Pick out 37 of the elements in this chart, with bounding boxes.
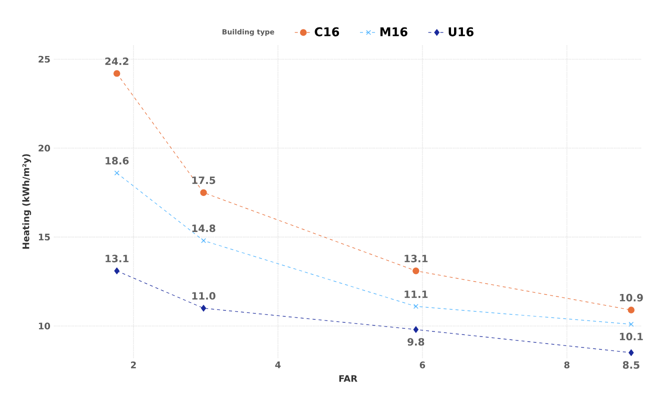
data-label: 11.0 [192,292,216,300]
x-tick-label: 2 [131,362,136,368]
legend-label: U16 [448,27,474,36]
legend-label: C16 [314,27,340,36]
point [413,304,418,309]
y-tick-label: 15 [38,234,50,240]
data-label: 13.1 [404,254,428,262]
data-label: 17.5 [192,176,216,184]
x-tick-label: 8 [564,362,570,368]
x-tick-label: 4 [275,362,281,368]
y-tick-label: 10 [38,322,50,330]
data-label: 14.8 [192,224,216,232]
data-label: 11.1 [404,290,428,298]
point [413,326,419,333]
point [628,322,634,327]
x-tick-label: 6 [420,362,426,368]
data-label: 10.9 [620,294,643,302]
point [200,189,207,196]
y-tick-label: 25 [38,56,50,63]
data-label: 24.2 [105,57,128,65]
data-label: 10.1 [620,332,643,340]
data-label: 8.5 [622,361,640,369]
point [628,306,635,314]
point [200,304,206,312]
data-label: 18.6 [106,156,129,165]
point [412,268,420,274]
legend-label: M16 [380,27,408,36]
point [114,70,120,77]
y-tick-label: 20 [38,144,50,152]
point [201,238,206,244]
data-label: 9.8 [408,338,424,346]
data-label: 13.1 [106,254,129,262]
point [114,268,120,274]
y-axis-title: Heating (kWh/m²y) [22,154,32,249]
point [628,349,634,356]
point [114,170,120,176]
x-axis-title: FAR [339,375,358,382]
